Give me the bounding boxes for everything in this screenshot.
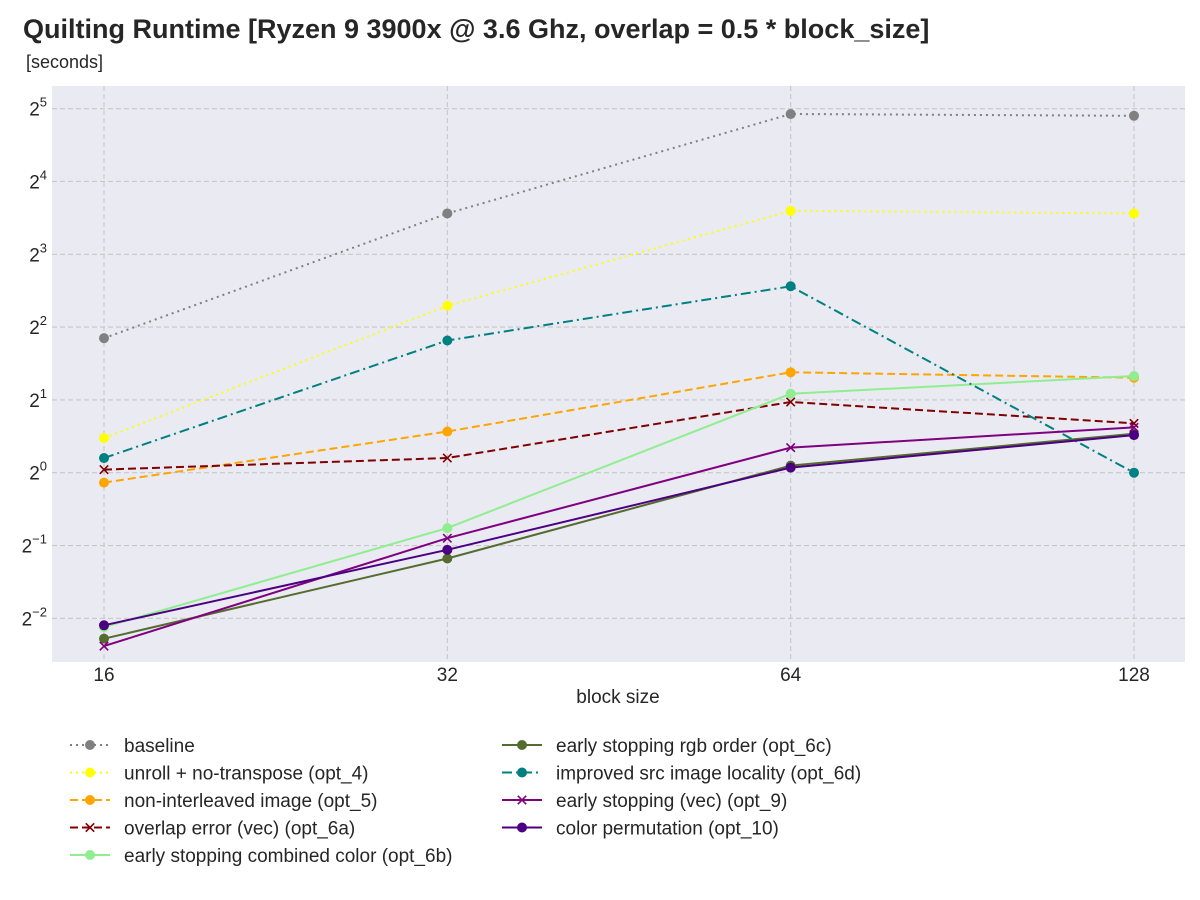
series-line bbox=[103, 209, 1135, 440]
data-point bbox=[785, 462, 796, 473]
data-point bbox=[442, 553, 453, 564]
data-point bbox=[785, 367, 796, 378]
series-improved-src-image-locality-opt-6d bbox=[99, 281, 1139, 478]
legend-label: early stopping (vec) (opt_9) bbox=[556, 791, 787, 812]
plot-background bbox=[52, 86, 1185, 662]
y-tick-label: 23 bbox=[29, 240, 47, 266]
data-point bbox=[442, 426, 453, 437]
series-unroll-no-transpose-opt-4 bbox=[99, 205, 1139, 444]
data-point bbox=[442, 300, 453, 311]
data-point bbox=[1129, 430, 1139, 441]
data-point bbox=[785, 442, 796, 453]
data-point bbox=[99, 620, 109, 631]
data-point bbox=[99, 333, 109, 344]
data-point bbox=[442, 453, 453, 463]
data-point bbox=[85, 795, 95, 805]
data-point bbox=[1129, 467, 1139, 478]
data-point bbox=[99, 477, 109, 488]
data-point bbox=[99, 453, 109, 464]
legend-label: improved src image locality (opt_6d) bbox=[556, 764, 861, 785]
legend: baseline unroll + no-transpose (opt_4)non… bbox=[70, 736, 861, 867]
data-point bbox=[785, 388, 796, 399]
data-point bbox=[99, 464, 109, 475]
x-tick-label: 16 bbox=[93, 665, 114, 686]
series-color-permutation-opt-10 bbox=[99, 430, 1139, 631]
data-point bbox=[517, 795, 527, 805]
legend-item: baseline bbox=[70, 736, 195, 757]
data-point bbox=[785, 109, 796, 120]
series-line bbox=[103, 400, 1135, 471]
series-early-stopping-vec-opt-9 bbox=[99, 422, 1139, 651]
data-point bbox=[517, 822, 527, 833]
data-point bbox=[99, 633, 109, 644]
x-tick-label: 64 bbox=[780, 665, 802, 686]
data-point bbox=[442, 523, 453, 534]
data-point bbox=[442, 208, 453, 219]
series-line bbox=[103, 371, 1135, 484]
legend-item: early stopping combined color (opt_6b) bbox=[70, 846, 452, 867]
series-line bbox=[103, 432, 1135, 640]
y-tick-label: 20 bbox=[29, 459, 47, 485]
y-axis-ticks: 2−2 2−1 20 21 22 23 24 25 bbox=[22, 95, 47, 631]
legend-label: early stopping rgb order (opt_6c) bbox=[556, 736, 832, 757]
data-point bbox=[85, 767, 95, 778]
data-point bbox=[442, 335, 453, 346]
data-point bbox=[1129, 418, 1139, 429]
y-tick-label: 2−2 bbox=[22, 604, 47, 630]
legend-item: unroll + no-transpose (opt_4) bbox=[70, 764, 369, 785]
data-point bbox=[85, 850, 95, 860]
series-overlap-error-vec-opt-6a bbox=[99, 397, 1139, 475]
legend-item: overlap error (vec) (opt_6a) bbox=[70, 819, 355, 840]
legend-label: baseline bbox=[124, 736, 195, 757]
series-non-interleaved-image-opt-5 bbox=[99, 367, 1139, 488]
x-tick-label: 32 bbox=[437, 665, 458, 686]
legend-label: early stopping combined color (opt_6b) bbox=[124, 846, 452, 867]
data-point bbox=[99, 641, 109, 651]
data-point bbox=[85, 740, 95, 750]
y-tick-label: 24 bbox=[29, 167, 47, 193]
legend-label: non-interleaved image (opt_5) bbox=[124, 791, 378, 812]
grid bbox=[52, 86, 1185, 662]
legend-label: overlap error (vec) (opt_6a) bbox=[124, 819, 355, 840]
legend-item: color permutation (opt_10) bbox=[502, 819, 779, 840]
series-line bbox=[103, 434, 1135, 627]
data-point bbox=[517, 767, 527, 778]
legend-item: early stopping (vec) (opt_9) bbox=[502, 791, 787, 812]
series-line bbox=[103, 112, 1135, 340]
y-tick-label: 21 bbox=[29, 386, 47, 412]
y-tick-label: 25 bbox=[29, 95, 47, 121]
data-point bbox=[85, 822, 95, 833]
legend-item: non-interleaved image (opt_5) bbox=[70, 791, 378, 812]
data-point bbox=[785, 205, 796, 216]
data-point bbox=[99, 433, 109, 444]
data-point bbox=[1129, 371, 1139, 382]
y-tick-label: 22 bbox=[29, 313, 47, 339]
x-axis-ticks: 16 32 64 128 bbox=[93, 665, 1149, 686]
data-point bbox=[442, 544, 453, 555]
data-point bbox=[785, 281, 796, 292]
x-tick-label: 128 bbox=[1118, 665, 1150, 686]
series-layer bbox=[99, 109, 1139, 651]
series-line bbox=[103, 426, 1135, 648]
data-point bbox=[442, 533, 453, 543]
series-baseline bbox=[99, 109, 1139, 344]
legend-label: color permutation (opt_10) bbox=[556, 819, 779, 840]
legend-item: improved src image locality (opt_6d) bbox=[502, 764, 861, 785]
chart-subtitle: [seconds] bbox=[26, 52, 104, 72]
data-point bbox=[1129, 422, 1139, 433]
legend-label: unroll + no-transpose (opt_4) bbox=[124, 764, 369, 785]
legend-item: early stopping rgb order (opt_6c) bbox=[502, 736, 832, 757]
y-tick-label: 2−1 bbox=[22, 532, 47, 558]
data-point bbox=[1129, 110, 1139, 121]
data-point bbox=[1129, 208, 1139, 219]
series-line bbox=[103, 285, 1135, 474]
data-point bbox=[785, 397, 796, 407]
series-line bbox=[103, 375, 1135, 629]
chart-title: Quilting Runtime [Ryzen 9 3900x @ 3.6 Gh… bbox=[23, 14, 930, 44]
x-axis-label: block size bbox=[576, 687, 659, 708]
data-point bbox=[517, 740, 527, 750]
